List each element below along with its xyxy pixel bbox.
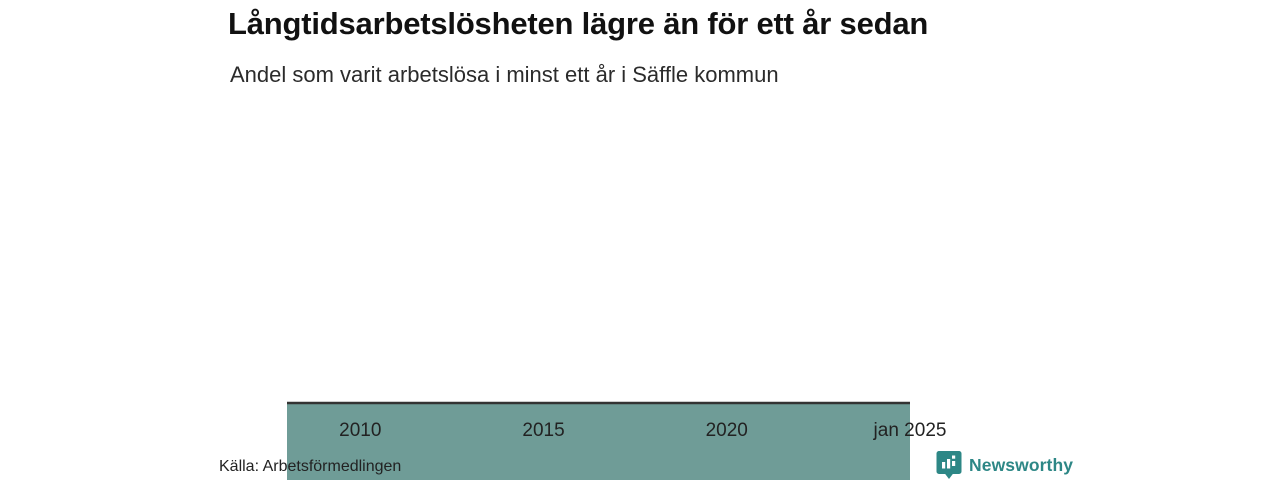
x-axis-tick-2010: 2010 <box>339 420 382 441</box>
brand-lockup: Newsworthy <box>936 450 1073 480</box>
brand-name: Newsworthy <box>969 454 1074 475</box>
page-title: Långtidsarbetslösheten lägre än för ett … <box>228 6 929 41</box>
page-subtitle: Andel som varit arbetslösa i minst ett å… <box>230 62 779 87</box>
x-axis-tick-2020: 2020 <box>705 420 748 441</box>
bar-chart-badge-icon <box>936 451 962 479</box>
x-axis-tick-jan-2025: jan 2025 <box>873 420 947 441</box>
x-axis-tick-2015: 2015 <box>522 420 565 441</box>
source-caption: Källa: Arbetsförmedlingen <box>219 458 402 475</box>
